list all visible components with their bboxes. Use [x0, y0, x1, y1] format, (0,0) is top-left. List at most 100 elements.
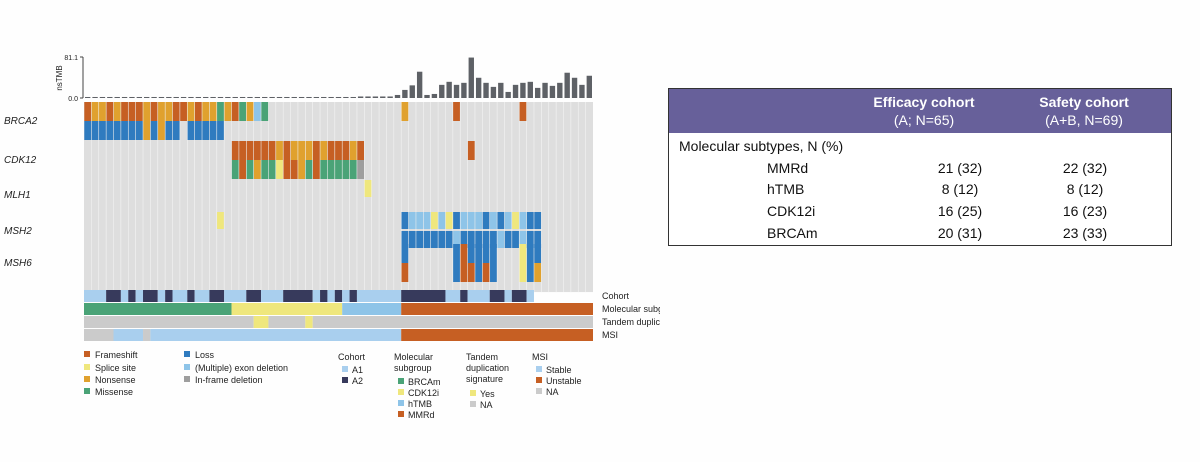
legend-label: In-frame deletion	[195, 375, 263, 385]
track-label: Tandem duplication signature	[602, 317, 660, 327]
track-segment-cohort	[312, 290, 321, 302]
mutation-cell	[526, 212, 534, 229]
track-segment-msi	[84, 329, 114, 341]
tmb-bar	[468, 57, 474, 98]
gene-label-msh6: MSH6	[4, 258, 32, 269]
legend-label: Loss	[195, 350, 215, 360]
tmb-bar	[173, 96, 179, 98]
mutation-cell	[342, 160, 350, 179]
mutation-cell	[276, 141, 283, 160]
tmb-bar	[431, 93, 438, 98]
mutation-cell	[445, 231, 453, 248]
tmb-bar	[239, 96, 246, 98]
mutation-cell	[504, 212, 512, 229]
mutation-cell	[408, 212, 416, 229]
row-label: MMRd	[767, 160, 809, 176]
mutation-cell	[231, 102, 239, 121]
mutation-cell	[401, 102, 409, 121]
mutation-cell	[460, 263, 468, 282]
tmb-bar	[335, 96, 342, 98]
mutation-cell	[519, 263, 527, 282]
tmb-bar	[99, 96, 106, 98]
mutation-cell	[135, 121, 143, 140]
track-segment-cohort	[342, 290, 350, 302]
row-label: CDK12i	[767, 203, 816, 219]
mutation-cell	[401, 244, 409, 263]
safety-cohort-header: Safety cohort (A+B, N=69)	[999, 93, 1169, 129]
tmb-bar	[439, 84, 445, 98]
mutation-cell	[490, 244, 497, 263]
tmb-bar	[254, 96, 261, 98]
gene-label-brca2: BRCA2	[4, 116, 38, 127]
tmb-bar	[232, 96, 238, 98]
track-segment-tandem-duplication-signature	[84, 316, 254, 328]
legend-label: Missense	[95, 387, 133, 397]
tmb-axis-label: nsTMB	[55, 65, 64, 90]
mutation-cell	[246, 141, 254, 160]
mutation-cell	[231, 160, 239, 179]
mutation-cell	[143, 121, 151, 140]
tmb-bar	[542, 82, 548, 98]
tmb-bar	[586, 75, 592, 98]
mutation-cell	[180, 102, 187, 121]
mutation-cell	[416, 212, 424, 229]
track-label: MSI	[602, 330, 618, 340]
mutation-cell	[512, 231, 519, 248]
mutation-cell	[423, 231, 431, 248]
safety-cohort-subtitle: (A+B, N=69)	[1045, 112, 1123, 128]
mutation-cell	[298, 141, 306, 160]
mutation-cell	[128, 102, 136, 121]
legend-label: Splice site	[95, 363, 136, 373]
tmb-bar	[498, 82, 504, 98]
mutation-cell	[261, 102, 269, 121]
tmb-bar	[461, 82, 467, 98]
track-segment-cohort	[467, 290, 490, 302]
mutation-cell	[165, 121, 173, 140]
table-row: CDK12i 16 (25) 16 (23)	[669, 203, 1171, 225]
track-segment-msi	[401, 329, 593, 341]
tmb-bar	[92, 96, 98, 98]
tmb-bar	[321, 96, 327, 98]
tmb-bar	[394, 94, 401, 98]
mutation-cell	[526, 244, 534, 263]
mutation-cell	[246, 102, 254, 121]
tmb-bar	[136, 96, 143, 98]
legend-swatch-missense	[84, 388, 90, 394]
tmb-bar	[416, 71, 423, 98]
tmb-bar	[387, 96, 393, 98]
mutation-cell	[490, 231, 497, 248]
mutation-cell	[106, 102, 114, 121]
mutation-cell	[194, 102, 202, 121]
track-label: Cohort	[602, 291, 630, 301]
tmb-bar	[372, 96, 379, 98]
legend-label: A2	[352, 376, 363, 386]
mutation-cell	[84, 102, 92, 121]
safety-value: 16 (23)	[1062, 203, 1108, 219]
mutation-cell	[357, 160, 365, 179]
mutation-cell	[135, 102, 143, 121]
tmb-bar	[158, 96, 165, 98]
mutation-cell	[460, 244, 468, 263]
legend-title: signature	[466, 374, 503, 384]
mutation-cell	[261, 160, 269, 179]
tmb-bar	[291, 96, 297, 98]
section-label: Molecular subtypes, N (%)	[679, 138, 844, 154]
tmb-bar	[107, 96, 113, 98]
mutation-cell	[253, 102, 261, 121]
mutation-cell	[128, 121, 136, 140]
legend-label: A1	[352, 365, 363, 375]
legend-swatch-htmb	[398, 400, 404, 406]
track-segment-cohort	[143, 290, 158, 302]
mutation-cell	[194, 121, 202, 140]
mutation-cell	[534, 212, 542, 229]
efficacy-value: 16 (25)	[937, 203, 983, 219]
track-segment-cohort	[320, 290, 328, 302]
tmb-bar	[313, 96, 320, 98]
legend-title: subgroup	[394, 363, 432, 373]
tmb-bar	[564, 72, 570, 98]
mutation-cell	[239, 141, 246, 160]
track-segment-cohort	[356, 290, 402, 302]
track-segment-cohort	[106, 290, 121, 302]
mutation-cell	[283, 160, 291, 179]
mutation-cell	[165, 102, 173, 121]
